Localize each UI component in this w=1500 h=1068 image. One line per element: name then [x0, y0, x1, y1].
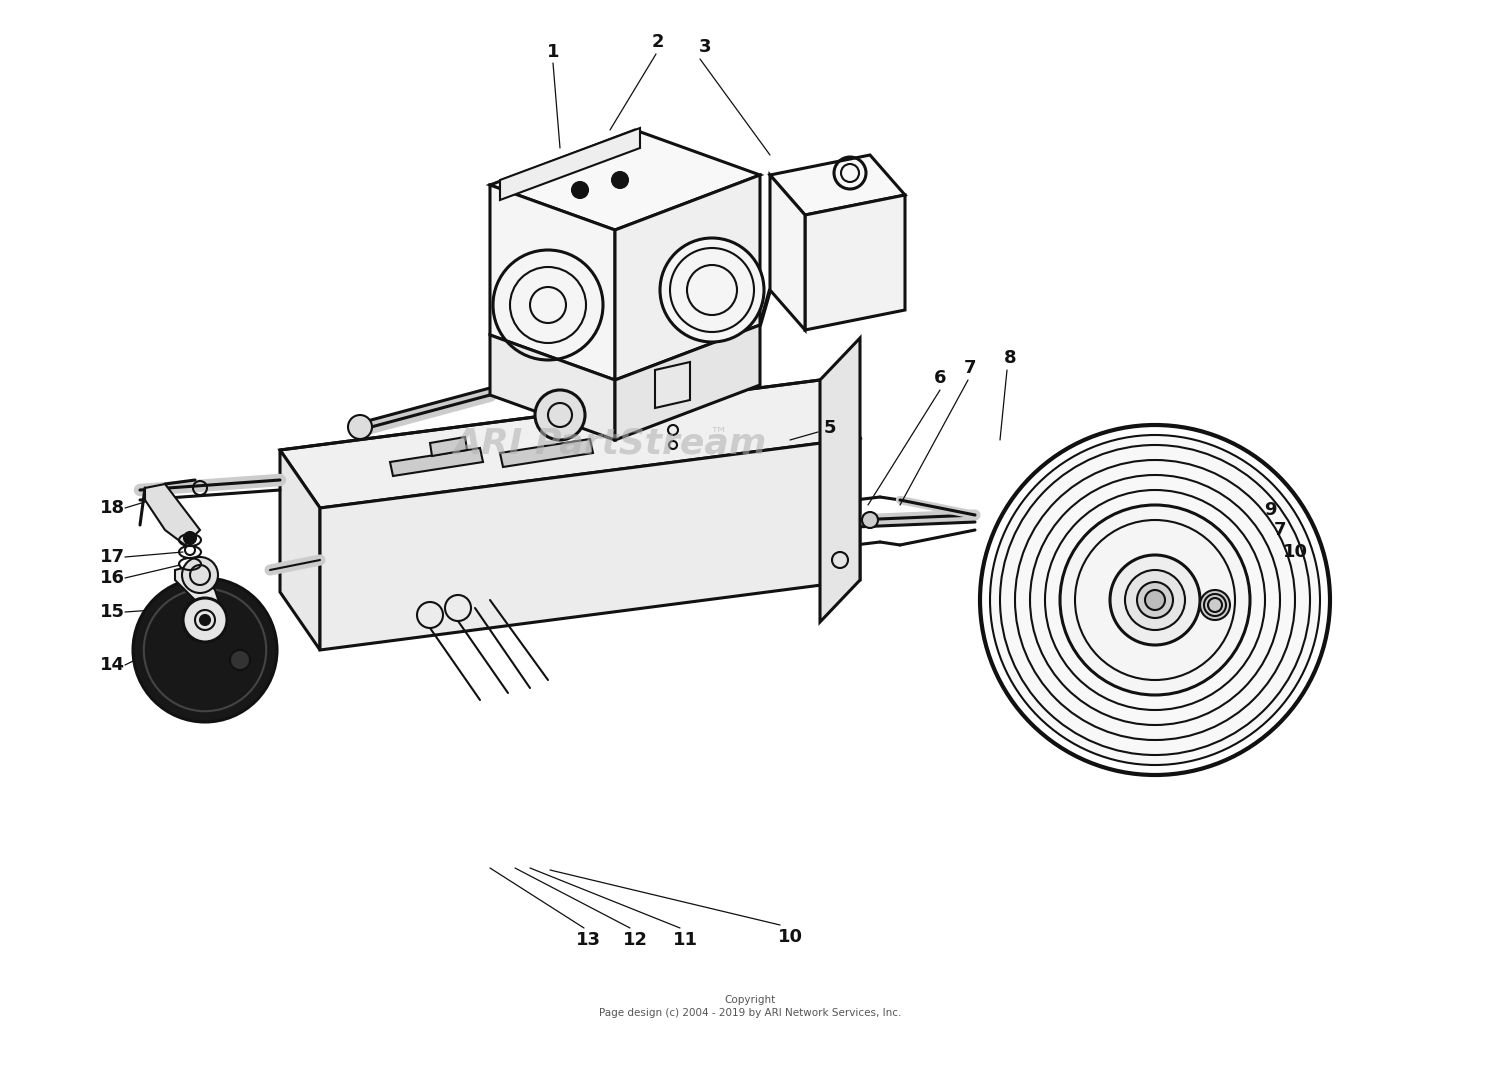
Circle shape: [862, 512, 877, 528]
Text: 18: 18: [99, 499, 124, 517]
Polygon shape: [806, 195, 904, 330]
Circle shape: [1144, 590, 1166, 610]
Circle shape: [660, 238, 764, 342]
Polygon shape: [770, 175, 806, 330]
Text: 6: 6: [933, 370, 946, 387]
Circle shape: [990, 435, 1320, 765]
Polygon shape: [490, 185, 615, 380]
Circle shape: [536, 390, 585, 440]
Text: 11: 11: [672, 931, 698, 949]
Text: 16: 16: [99, 569, 124, 587]
Circle shape: [1204, 594, 1225, 616]
Circle shape: [348, 415, 372, 439]
Text: 5: 5: [824, 419, 837, 437]
Circle shape: [1200, 590, 1230, 621]
Text: Copyright: Copyright: [724, 995, 776, 1005]
Polygon shape: [656, 362, 690, 408]
Text: ARI PartStream: ARI PartStream: [453, 426, 766, 460]
Circle shape: [612, 172, 628, 188]
Polygon shape: [821, 337, 860, 622]
Text: 10: 10: [1282, 543, 1308, 561]
Polygon shape: [490, 130, 760, 230]
Text: 2: 2: [651, 33, 664, 51]
Circle shape: [134, 578, 278, 722]
Polygon shape: [615, 325, 760, 440]
Circle shape: [1110, 555, 1200, 645]
Polygon shape: [280, 380, 859, 508]
Polygon shape: [500, 439, 592, 467]
Circle shape: [184, 532, 196, 544]
Circle shape: [182, 557, 218, 593]
Polygon shape: [430, 437, 466, 456]
Circle shape: [230, 650, 251, 670]
Circle shape: [183, 598, 226, 642]
Circle shape: [1137, 582, 1173, 618]
Circle shape: [1208, 598, 1222, 612]
Text: 8: 8: [1004, 349, 1017, 367]
Polygon shape: [146, 484, 200, 545]
Polygon shape: [615, 175, 760, 380]
Text: 10: 10: [777, 928, 802, 946]
Text: 12: 12: [622, 931, 648, 949]
Text: 17: 17: [99, 548, 124, 566]
Circle shape: [144, 588, 266, 711]
Text: 3: 3: [699, 38, 711, 56]
Polygon shape: [390, 447, 483, 476]
Text: ™: ™: [710, 426, 728, 444]
Text: 15: 15: [99, 603, 124, 621]
Circle shape: [572, 182, 588, 198]
Polygon shape: [770, 155, 904, 215]
Circle shape: [1060, 505, 1250, 695]
Text: 9: 9: [1263, 501, 1276, 519]
Circle shape: [200, 615, 210, 625]
Text: 14: 14: [99, 656, 124, 674]
Text: 7: 7: [963, 359, 976, 377]
Polygon shape: [490, 335, 615, 440]
Text: 13: 13: [576, 931, 600, 949]
Text: Page design (c) 2004 - 2019 by ARI Network Services, Inc.: Page design (c) 2004 - 2019 by ARI Netwo…: [598, 1008, 902, 1018]
Polygon shape: [500, 128, 640, 200]
Polygon shape: [280, 450, 320, 650]
Text: 7: 7: [1274, 521, 1286, 539]
Circle shape: [1125, 570, 1185, 630]
Text: 1: 1: [546, 43, 560, 61]
Polygon shape: [176, 565, 225, 625]
Polygon shape: [320, 438, 860, 650]
